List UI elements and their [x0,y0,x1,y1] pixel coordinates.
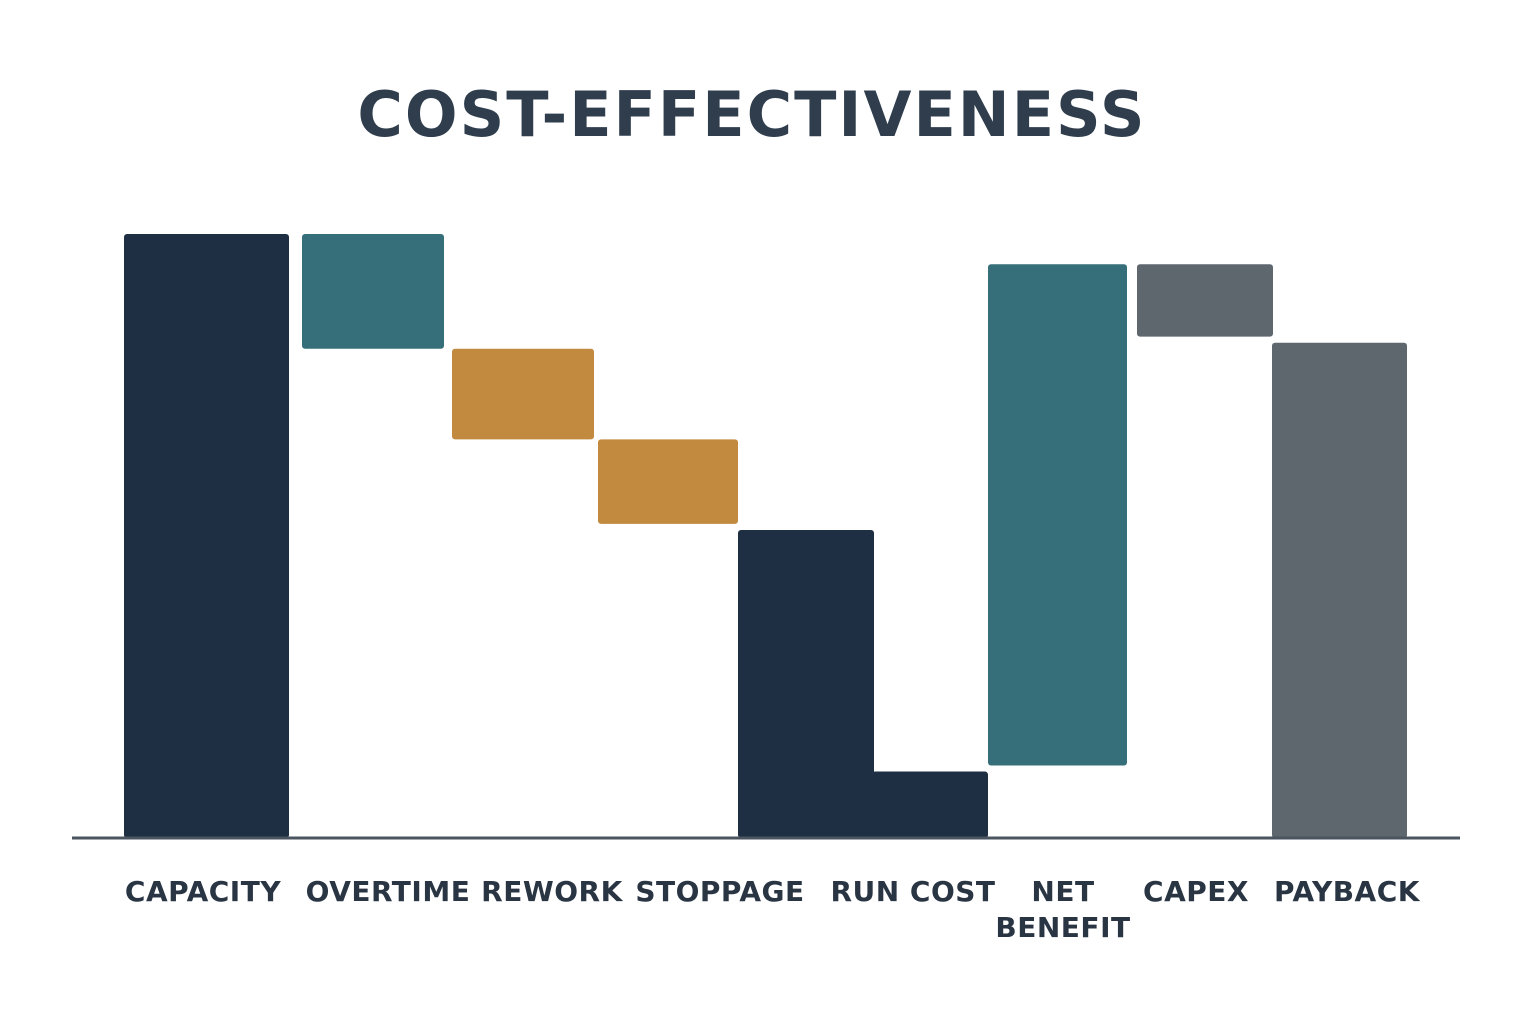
bar-stoppage [598,439,738,524]
category-label-overtime: OVERTIME [306,875,471,908]
bar-capex [1137,264,1273,337]
bar-payback [1272,342,1407,838]
category-label-capacity: CAPACITY [125,875,281,908]
bar-run-cost-step [872,771,988,838]
bar-run-cost [738,529,874,838]
category-label-net-benefit: NET BENEFIT [995,875,1130,944]
bars-layer [124,234,1407,838]
bar-net-benefit [988,264,1127,766]
chart-title: COST-EFFECTIVENESS [357,78,1147,151]
category-label-run-cost: RUN COST [830,875,995,908]
bar-overtime [302,234,444,349]
category-label-rework: REWORK [481,875,623,908]
category-labels: CAPACITY OVERTIME REWORK STOPPAGE RUN COST NE… [125,875,1421,944]
category-label-payback: PAYBACK [1274,875,1421,908]
bar-capacity [124,234,289,838]
category-label-capex: CAPEX [1143,875,1249,908]
bar-rework [452,348,594,440]
category-label-stoppage: STOPPAGE [635,875,804,908]
